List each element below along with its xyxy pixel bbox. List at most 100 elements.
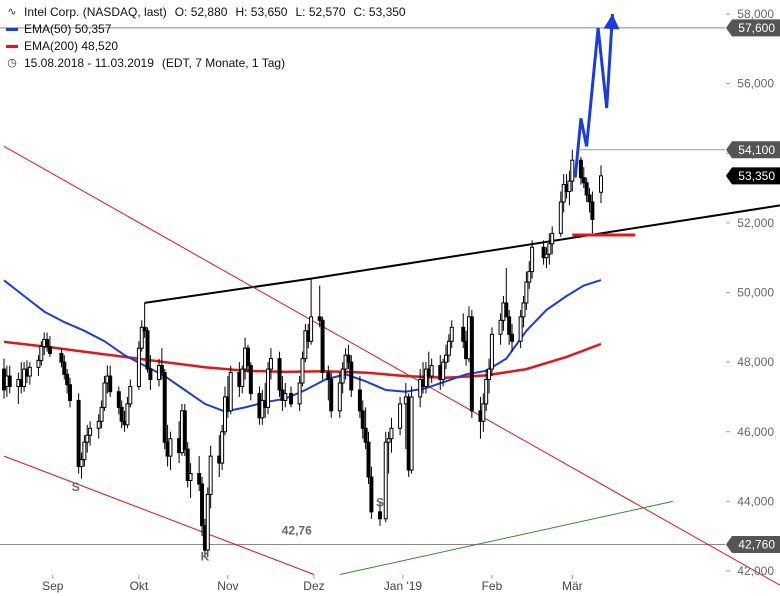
candle-body	[300, 358, 305, 384]
red-channel-lower	[3, 455, 315, 575]
x-tick-label: Sep	[42, 579, 64, 593]
candle-body	[357, 389, 362, 412]
candle	[266, 362, 271, 415]
candle	[205, 487, 210, 558]
candle-body	[228, 372, 233, 412]
candle	[277, 351, 282, 397]
candle-body	[449, 326, 454, 342]
candle-body	[248, 365, 253, 394]
candle-body	[45, 338, 50, 347]
trendlines	[3, 145, 780, 586]
candle-body	[200, 483, 205, 527]
candle-body	[185, 448, 190, 481]
candle-body	[99, 406, 104, 422]
candle-body	[142, 326, 147, 332]
candle-body	[303, 330, 308, 360]
candle-body	[578, 159, 583, 179]
candle	[329, 372, 334, 418]
candle	[45, 332, 50, 352]
candle	[550, 226, 555, 255]
candle	[386, 431, 391, 474]
annotation-label: S	[376, 496, 384, 510]
candle-body	[65, 373, 70, 386]
candle	[119, 400, 124, 429]
candle-body	[337, 382, 342, 412]
candle-body	[268, 358, 273, 370]
candle-body	[139, 326, 144, 349]
candle-body	[461, 326, 466, 342]
candle	[360, 400, 365, 439]
candle-body	[188, 473, 193, 481]
candle-body	[599, 175, 603, 193]
candle	[590, 191, 595, 234]
candle-body	[369, 476, 374, 513]
candle	[461, 313, 466, 349]
candle	[7, 365, 12, 394]
wave-icon: ∿	[7, 6, 17, 18]
candle-body	[283, 392, 288, 401]
candle	[521, 295, 526, 328]
annotation-label: 42,76	[282, 523, 312, 537]
candle	[148, 355, 153, 390]
candle-body	[119, 406, 124, 422]
candle-body	[240, 368, 245, 387]
legend-range-row: ◷ 15.08.2018 - 11.03.2019 (EDT, 7 Monate…	[6, 55, 406, 72]
candle	[377, 501, 382, 526]
candle-body	[590, 201, 595, 220]
candle-body	[409, 396, 414, 471]
candle	[162, 369, 167, 450]
candle-body	[360, 410, 365, 429]
ohlc-low-label: L:	[295, 5, 306, 19]
candle-body	[469, 316, 474, 412]
candle-body	[7, 375, 12, 387]
candle	[409, 386, 414, 474]
candle	[300, 351, 305, 387]
candle	[487, 358, 492, 394]
candle	[346, 344, 351, 370]
candle	[27, 362, 32, 385]
candle	[326, 365, 331, 401]
candle	[197, 456, 202, 491]
candle	[128, 379, 133, 408]
candle	[544, 247, 549, 269]
candle-body	[584, 182, 589, 196]
y-tick-label: 46,000	[737, 425, 774, 439]
candle-body	[346, 354, 351, 363]
candle	[223, 386, 228, 436]
candle-body	[145, 330, 150, 370]
candle	[185, 442, 190, 488]
candle	[357, 376, 362, 418]
candle	[47, 336, 52, 357]
candle	[317, 285, 322, 328]
candle	[22, 362, 27, 392]
candle	[168, 431, 173, 471]
legend-title-row: ∿ Intel Corp. (NASDAQ, last) O: 52,880 H…	[6, 4, 405, 21]
ohlc-open-label: O:	[174, 5, 188, 19]
candle-body	[159, 365, 164, 374]
candle-body	[182, 410, 187, 450]
y-tick-label: 58,000	[737, 7, 774, 21]
candle	[82, 435, 87, 467]
instrument-title: Intel Corp. (NASDAQ, last)	[24, 5, 167, 19]
candle	[530, 240, 535, 279]
price-level-box: 54,100	[726, 141, 780, 159]
ema50-label: EMA(50)	[24, 22, 72, 36]
candle-body	[266, 368, 271, 408]
red-channel-upper	[3, 145, 780, 586]
candle-body	[377, 511, 382, 520]
price-levels: 57,600 54,100 53,350 42,760	[726, 19, 780, 554]
candle	[200, 477, 205, 537]
candle	[363, 407, 368, 450]
candle	[507, 309, 512, 345]
candle-body	[82, 441, 87, 461]
x-tick-label: Dez	[303, 579, 324, 593]
candle-body	[541, 246, 546, 259]
candle-body	[326, 372, 331, 381]
candle	[108, 365, 113, 397]
candle-body	[524, 281, 529, 304]
candle-body	[489, 333, 494, 370]
annotation-label: K	[201, 550, 210, 564]
candle	[68, 377, 73, 408]
candle-body	[389, 427, 394, 440]
